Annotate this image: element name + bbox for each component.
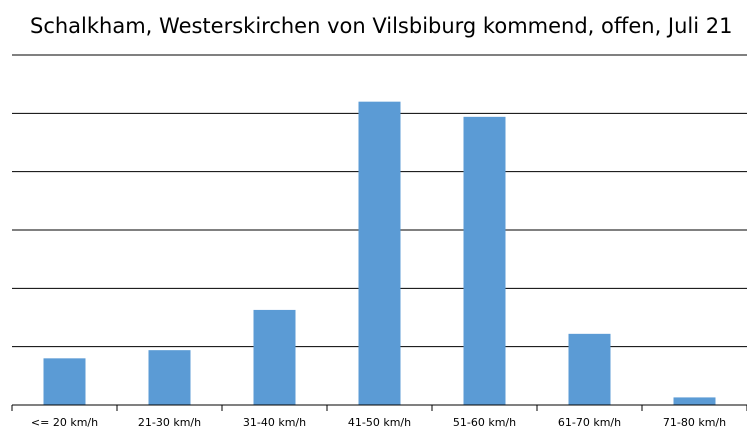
- x-tick-labels: <= 20 km/h 21-30 km/h 31-40 km/h 41-50 km/h…: [31, 416, 726, 429]
- x-tick-label-5: 61-70 km/h: [558, 416, 621, 429]
- bar-3: [358, 101, 401, 406]
- x-tick-label-6: 71-80 km/h: [663, 416, 726, 429]
- x-tick-label-0: <= 20 km/h: [31, 416, 98, 429]
- x-tick-label-3: 41-50 km/h: [348, 416, 411, 429]
- x-tick-label-4: 51-60 km/h: [453, 416, 516, 429]
- bar-6: [673, 397, 716, 405]
- x-axis: [11, 404, 747, 411]
- chart-title: Schalkham, Westerskirchen von Vilsbiburg…: [30, 14, 733, 38]
- bar-0: [43, 358, 86, 405]
- bar-5: [568, 333, 611, 405]
- x-tick-label-1: 21-30 km/h: [138, 416, 201, 429]
- bar-4: [463, 116, 506, 405]
- x-tick-label-2: 31-40 km/h: [243, 416, 306, 429]
- bar-2: [253, 309, 296, 405]
- bar-1: [148, 350, 191, 405]
- bars: [43, 101, 716, 406]
